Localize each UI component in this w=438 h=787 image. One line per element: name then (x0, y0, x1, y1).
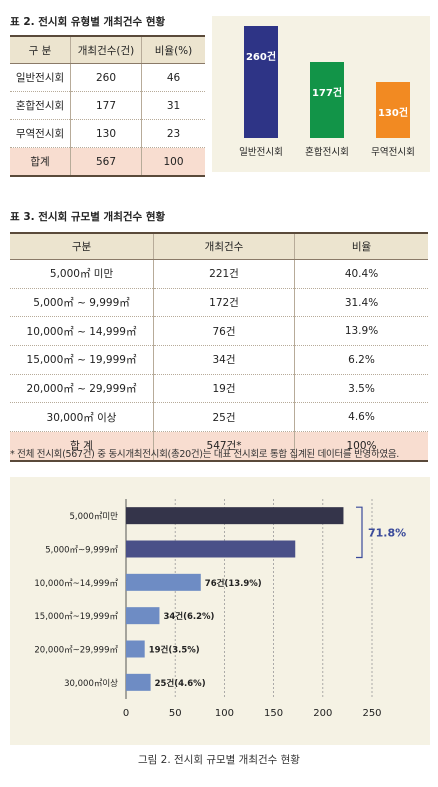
table-cell: 221건 (153, 259, 295, 289)
chart-bar (126, 507, 344, 525)
category-label: 30,000㎡이상 (64, 678, 118, 689)
chart-bar: 130건 (376, 82, 410, 138)
table2-header: 비율(%) (141, 36, 205, 64)
table2-header: 구 분 (10, 36, 71, 64)
bar-value-label: 177건 (311, 87, 343, 99)
category-label: 5,000㎡~9,999㎡ (45, 546, 118, 556)
table-cell: 30,000㎡ 이상 (10, 402, 154, 433)
table3-caption: 표 3. 전시회 규모별 개최건수 현황 (10, 211, 166, 223)
chart-bar (126, 607, 160, 625)
x-tick-label: 150 (264, 708, 283, 719)
chart-bar: 177건 (310, 61, 344, 138)
bar-category-label: 일반전시회 (239, 147, 283, 158)
table-total-row: 합계 567 100 (10, 147, 205, 176)
table-cell: 4.6% (294, 402, 428, 433)
data-label: 34건(6.2%) (163, 611, 214, 622)
x-tick-label: 250 (362, 708, 381, 719)
bar-value-label: 260건 (245, 52, 277, 63)
category-label: 20,000㎡~29,999㎡ (34, 646, 118, 656)
x-tick-label: 200 (313, 708, 332, 719)
table-cell: 합 계 (10, 431, 154, 461)
x-tick-label: 100 (215, 708, 234, 719)
bracket-label: 71.8% (368, 526, 406, 539)
table-cell: 100 (141, 147, 205, 176)
table2: 구 분 개최건수(건) 비율(%) 일반전시회 260 46 혼합전시회 177… (10, 35, 205, 177)
table-cell: 31 (141, 91, 205, 120)
data-label: 25건(4.6%) (155, 678, 206, 689)
table2-header-row: 구 분 개최건수(건) 비율(%) (10, 36, 205, 64)
table-cell: 10,000㎡ ~ 14,999㎡ (10, 316, 154, 347)
category-label: 15,000㎡~19,999㎡ (34, 612, 118, 622)
table-cell: 46 (141, 63, 205, 92)
category-label: 5,000㎡미만 (70, 512, 119, 522)
table-cell: 177 (70, 91, 142, 120)
table-cell: 34건 (153, 345, 295, 375)
x-tick-label: 50 (169, 708, 182, 719)
table3-header-row: 구분 개최건수 비율 (10, 233, 428, 260)
table-cell: 172건 (153, 288, 295, 318)
table-row: 15,000㎡ ~ 19,999㎡ 34건 6.2% (10, 345, 428, 375)
table-cell: 20,000㎡ ~ 29,999㎡ (10, 374, 154, 404)
table-cell: 31.4% (294, 288, 428, 318)
table-row: 10,000㎡ ~ 14,999㎡ 76건 13.9% (10, 316, 428, 347)
chart-bar (126, 573, 201, 591)
category-label: 10,000㎡~14,999㎡ (34, 579, 118, 589)
bar-category-label: 혼합전시회 (305, 147, 349, 158)
table-row: 5,000㎡ ~ 9,999㎡ 172건 31.4% (10, 288, 428, 318)
chart-bar (126, 540, 296, 558)
table-cell: 547건* (153, 431, 295, 461)
table-row: 일반전시회 260 46 (10, 63, 205, 92)
table-cell: 5,000㎡ 미만 (10, 259, 154, 289)
table-row: 5,000㎡ 미만 221건 40.4% (10, 259, 428, 289)
table-cell: 260 (70, 63, 142, 92)
figure-caption: 그림 2. 전시회 규모별 개최건수 현황 (138, 754, 300, 766)
table-cell: 13.9% (294, 316, 428, 347)
table3-header: 구분 (10, 233, 154, 260)
table2-header: 개최건수(건) (70, 36, 142, 64)
table-cell: 130 (70, 119, 142, 148)
table-total-row: 합 계 547건* 100% (10, 431, 428, 461)
table-cell: 23 (141, 119, 205, 148)
table-cell: 혼합전시회 (10, 91, 71, 120)
table-cell: 5,000㎡ ~ 9,999㎡ (10, 288, 154, 318)
table-cell: 15,000㎡ ~ 19,999㎡ (10, 345, 154, 375)
size-bar-chart-panel: 0 50 100 150 200 250 5,000㎡미만 5,000㎡~9,999㎡ 10,0… (10, 477, 430, 745)
table-cell: 567 (70, 147, 142, 176)
chart-bar (126, 673, 151, 691)
table-cell: 25건 (153, 402, 295, 433)
x-tick-label: 0 (123, 708, 129, 719)
table-row: 무역전시회 130 23 (10, 119, 205, 148)
table-cell: 100% (294, 431, 428, 461)
table3-header: 비율 (294, 233, 428, 260)
bar-value-label: 130건 (377, 108, 409, 119)
table-cell: 합계 (10, 147, 71, 176)
bar-category-label: 무역전시회 (371, 147, 415, 158)
table3-header: 개최건수 (153, 233, 295, 260)
table-cell: 19건 (153, 374, 295, 404)
table-row: 혼합전시회 177 31 (10, 91, 205, 120)
table2-caption: 표 2. 전시회 유형별 개최건수 현황 (10, 16, 166, 28)
chart-bar: 260건 (244, 26, 278, 138)
data-label: 19건(3.5%) (149, 645, 200, 656)
table-cell: 일반전시회 (10, 63, 71, 92)
size-bar-chart: 0 50 100 150 200 250 5,000㎡미만 5,000㎡~9,999㎡ 10,0… (34, 499, 406, 719)
table3-footnote: * 전체 전시회(567건) 중 동시개최전시회(총20건)는 대표 전시회로 … (10, 449, 399, 460)
data-label: 76건(13.9%) (205, 578, 262, 589)
bracket-line (356, 506, 363, 559)
table-cell: 6.2% (294, 345, 428, 375)
chart-bar (126, 640, 145, 658)
table-cell: 76건 (153, 316, 295, 347)
table-row: 20,000㎡ ~ 29,999㎡ 19건 3.5% (10, 374, 428, 404)
table-row: 30,000㎡ 이상 25건 4.6% (10, 402, 428, 433)
table3: 구분 개최건수 비율 5,000㎡ 미만 221건 40.4% 5,000㎡ ~ 9… (10, 232, 428, 462)
table-cell: 3.5% (294, 374, 428, 404)
table-cell: 무역전시회 (10, 119, 71, 148)
table-cell: 40.4% (294, 259, 428, 289)
type-bar-chart: 260건 177건 130건 일반전시회 혼합전시회 무역전시회 (212, 16, 430, 172)
